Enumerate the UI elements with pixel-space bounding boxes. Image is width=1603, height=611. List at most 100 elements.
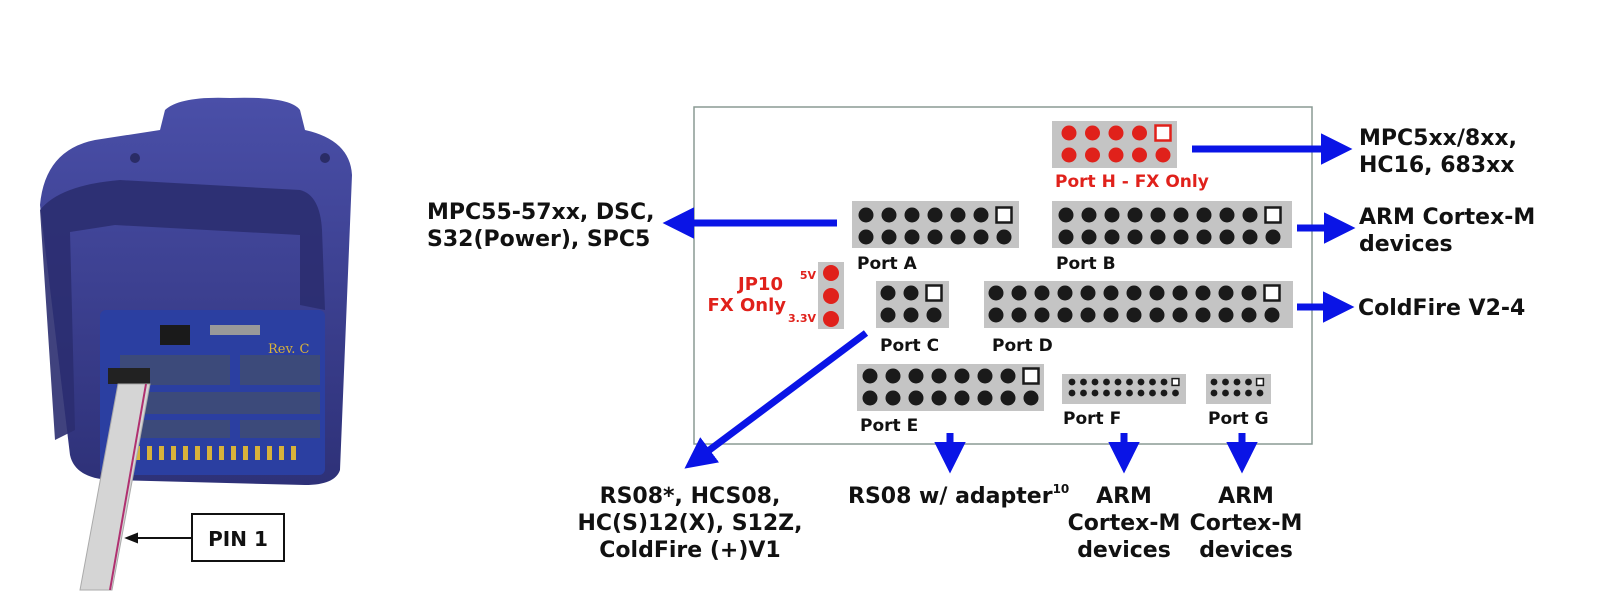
port-d-pin [1126,285,1142,301]
port-e-pin [1000,368,1016,384]
jp10-5v: 5V [800,269,817,282]
port-b-pin [1127,229,1143,245]
port-a-pin [973,207,989,223]
port-f-pin [1126,389,1133,397]
port-c-pin [880,307,896,323]
svg-text:S32(Power), SPC5: S32(Power), SPC5 [427,227,650,252]
port-f-pin [1126,378,1133,386]
port-f-pin [1172,389,1179,397]
port-f-pin [1137,389,1145,397]
port-d-pin [1149,307,1165,323]
port-e-pin [954,390,970,406]
port-c-pin [926,307,942,323]
board-rev: Rev. C [268,342,310,357]
port-a-label: Port A [857,254,918,274]
target-portA: MPC55-57xx, DSC, S32(Power), SPC5 [427,200,655,252]
port-g-pin [1233,389,1241,397]
port-d-pin [1126,307,1142,323]
port-f-pin [1137,378,1145,386]
port-b-pin [1242,207,1258,223]
port-g-pin [1222,389,1229,397]
target-portC: RS08*, HCS08, HC(S)12(X), S12Z, ColdFire… [578,484,803,563]
port-g-pin [1233,378,1241,386]
port-d-pin [1195,285,1211,301]
port-f-label: Port F [1063,409,1121,429]
port-b-pin [1127,207,1143,223]
port-f-pin [1149,378,1156,386]
port-e-pin [862,390,878,406]
port-b-pin [1219,207,1235,223]
port-b-pin [1104,229,1120,245]
port-g-pin [1245,378,1252,386]
svg-text:HC16, 683xx: HC16, 683xx [1359,153,1515,178]
port-h-label: Port H - FX Only [1055,172,1209,192]
svg-text:MPC5xx/8xx,: MPC5xx/8xx, [1359,126,1517,151]
target-portF: ARM Cortex-M devices [1068,484,1181,563]
port-b-pin [1150,229,1166,245]
port-f-pin [1160,389,1168,397]
svg-text:MPC55-57xx, DSC,: MPC55-57xx, DSC, [427,200,655,225]
port-a-pin [996,229,1012,245]
target-portB: ARM Cortex-M devices [1359,205,1535,257]
port-a-pin [904,207,920,223]
port-a-pin1-square [995,206,1013,224]
device-photo: Rev. C [40,97,352,591]
port-d-pin [1011,285,1027,301]
port-f-pin [1114,389,1122,397]
port-f-pin [1103,389,1110,397]
port-b-pin [1196,229,1212,245]
port-b-pin [1219,229,1235,245]
port-d-pin [1080,307,1096,323]
port-a-pin [904,229,920,245]
port-e-label: Port E [860,416,918,436]
port-d-pin [1264,307,1280,323]
port-d-pin [1195,307,1211,323]
port-e-pin [977,390,993,406]
port-f-pin [1160,378,1168,386]
port-c-pin [903,285,919,301]
svg-text:ColdFire (+)V1: ColdFire (+)V1 [599,538,780,563]
svg-text:Cortex-M: Cortex-M [1190,511,1303,536]
target-portG: ARM Cortex-M devices [1190,484,1303,563]
port-d-pin [1034,285,1050,301]
port-a-pin [973,229,989,245]
port-b-label: Port B [1056,254,1116,274]
port-e-pin [885,368,901,384]
port-d-pin [1241,307,1257,323]
port-f-pin [1103,378,1110,386]
port-g-pin [1210,378,1218,386]
port-b-pin [1104,207,1120,223]
port-e-pin [931,368,947,384]
svg-text:RS08 w/ adapter10: RS08 w/ adapter10 [848,482,1069,509]
port-d-pin [1218,307,1234,323]
port-e-pin [908,368,924,384]
port-g-pin1-square [1255,377,1265,387]
svg-text:ARM: ARM [1096,484,1152,509]
port-d-pin [1172,285,1188,301]
port-d-label: Port D [992,336,1053,356]
port-c-pin [903,307,919,323]
port-b-pin [1173,229,1189,245]
svg-text:ARM Cortex-M: ARM Cortex-M [1359,205,1535,230]
port-f-header [1062,374,1186,404]
port-g-pin [1210,389,1218,397]
port-g-pin [1222,378,1229,386]
target-portD: ColdFire V2-4 [1358,296,1525,321]
port-e-pin [931,390,947,406]
port-b-pin1-square [1264,206,1282,224]
port-h-pin [1132,147,1147,163]
port-d-pin [988,285,1004,301]
svg-text:HC(S)12(X), S12Z,: HC(S)12(X), S12Z, [578,511,803,536]
port-c-pin1-square [925,284,943,302]
port-f-pin [1068,378,1076,386]
target-portE: RS08 w/ adapter10 [848,482,1069,509]
port-h-pin [1108,125,1124,141]
port-e-pin [862,368,878,384]
port-a-pin [927,207,943,223]
port-h-pin [1085,147,1100,163]
port-b-pin [1081,229,1097,245]
port-b-pin [1196,207,1212,223]
target-arrows [662,133,1356,474]
port-h-pin [1061,147,1077,163]
port-e-pin [885,390,901,406]
